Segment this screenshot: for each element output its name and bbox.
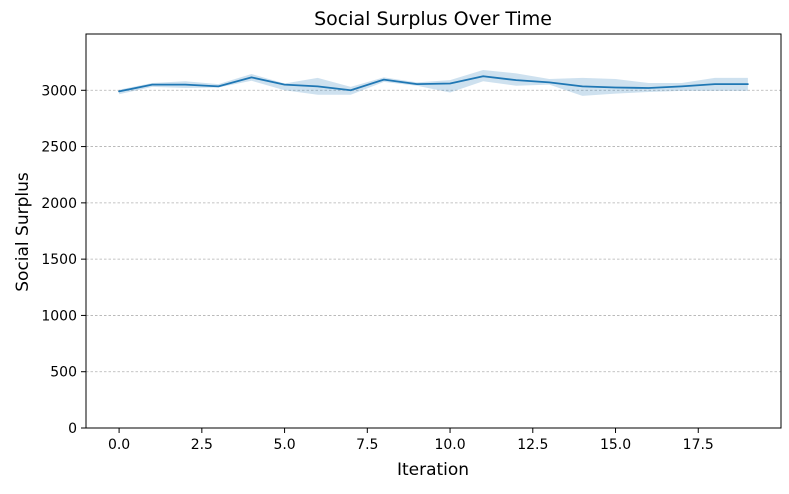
x-tick-label: 10.0 (434, 437, 465, 453)
plot-frame (85, 33, 782, 429)
y-tick-label: 2500 (41, 140, 77, 156)
series-line (118, 75, 749, 93)
y-tick-label: 1000 (41, 308, 77, 324)
y-axis-title: Social Surplus (13, 172, 33, 292)
x-tick-label: 7.5 (356, 437, 378, 453)
x-tick-label: 2.5 (191, 437, 213, 453)
x-axis-title: Iteration (397, 460, 469, 480)
y-tick-label: 0 (68, 421, 77, 437)
x-tick-label: 5.0 (273, 437, 295, 453)
x-tick-label: 0.0 (108, 437, 130, 453)
x-tick-label: 15.0 (600, 437, 631, 453)
y-tick-label: 1500 (41, 252, 77, 268)
y-tick-label: 500 (50, 365, 77, 381)
x-tick-label: 12.5 (517, 437, 548, 453)
chart-title: Social Surplus Over Time (314, 8, 552, 30)
x-tick-label: 17.5 (683, 437, 714, 453)
y-tick-label: 2000 (41, 196, 77, 212)
y-tick-label: 3000 (41, 83, 77, 99)
